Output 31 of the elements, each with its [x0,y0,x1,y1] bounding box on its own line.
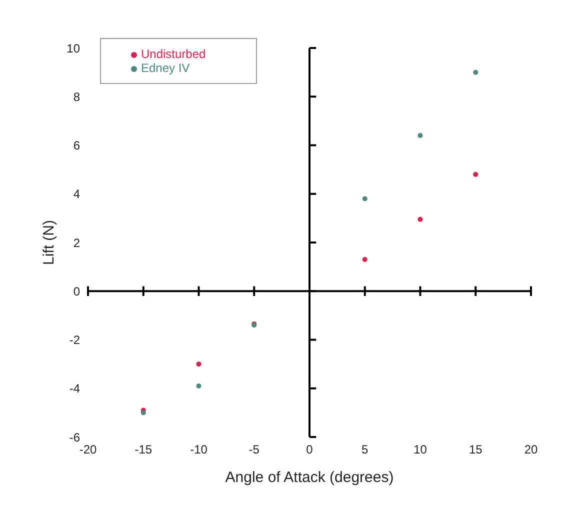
y-tick-label: 8 [73,90,80,104]
x-tick-label: -5 [248,442,260,457]
point [473,70,478,75]
point [473,172,478,177]
legend-label: Edney IV [141,61,190,75]
point [140,410,146,416]
x-tick-label: 20 [524,442,538,457]
point [418,133,423,138]
x-tick-label: -10 [190,442,208,457]
x-tick-label: 0 [306,442,314,457]
point [362,196,368,202]
y-tick-label: 2 [73,236,80,250]
x-tick-label: -20 [79,442,97,457]
x-tick-label: 15 [468,442,483,457]
y-tick-label: 4 [73,187,80,202]
legend-label: Undisturbed [141,47,206,61]
y-tick-label: -4 [69,382,80,396]
x-tick-label: 10 [414,442,428,457]
point [196,383,202,388]
x-axis-title: Angle of Attack (degrees) [225,469,394,486]
x-tick-label: -15 [134,442,152,457]
y-tick-label: -6 [69,430,80,444]
point [418,216,423,222]
y-tick-label: 6 [73,138,80,153]
y-axis-title: Lift (N) [40,220,58,265]
y-tick-label: 0 [73,284,80,298]
point [196,362,202,367]
y-tick-label: -2 [69,333,80,348]
y-tick-label: 10 [66,41,80,56]
x-tick-label: 5 [362,442,369,457]
point [362,257,368,262]
